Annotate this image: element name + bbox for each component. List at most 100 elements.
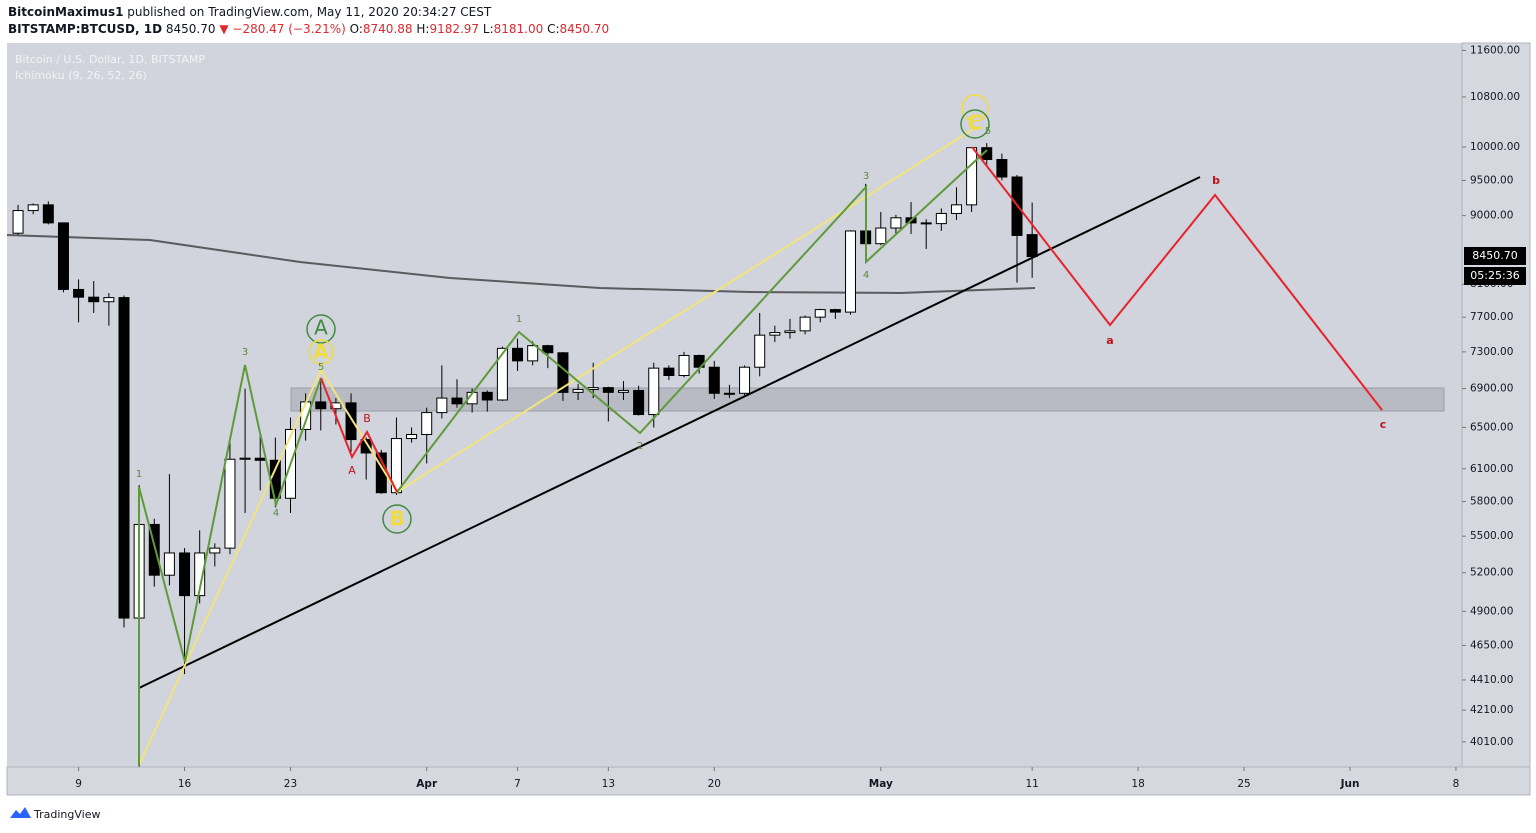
circle <box>306 314 336 344</box>
candle-body <box>527 345 539 362</box>
candle-body <box>360 439 372 454</box>
candle-body <box>163 552 175 576</box>
indicator: Ichimoku (9, 26, 52, 26) <box>15 69 147 82</box>
projection-red <box>971 146 1383 411</box>
candle-body <box>406 433 418 440</box>
wave-yellow <box>138 127 976 766</box>
x-tick-label: 7 <box>514 778 521 790</box>
wave-label: b <box>1212 174 1220 187</box>
countdown-box <box>1464 267 1526 285</box>
header-line: BitcoinMaximus1 published on TradingView… <box>8 5 492 19</box>
candle-body <box>723 392 735 395</box>
candle-body <box>890 217 902 229</box>
x-tick-label: 25 <box>1237 778 1250 790</box>
wave-label: B <box>389 507 404 531</box>
wave-label: 5 <box>985 126 991 137</box>
candle-body <box>88 296 100 303</box>
candle-body <box>542 345 554 354</box>
ohlc-label: O: <box>350 22 363 36</box>
candle-body <box>481 391 493 401</box>
y-tick-label: 6500.00 <box>1470 421 1513 433</box>
y-tick-label: 4900.00 <box>1470 605 1513 617</box>
y-tick-label: 7300.00 <box>1470 346 1513 358</box>
candles <box>12 143 1038 767</box>
candle-body <box>209 547 221 554</box>
x-tick-label: 18 <box>1131 778 1144 790</box>
y-tick-label: 10800.00 <box>1470 91 1520 103</box>
author: BitcoinMaximus1 <box>8 5 123 19</box>
countdown: 05:25:36 <box>1470 269 1519 282</box>
candle-body <box>602 387 614 393</box>
wave-green <box>396 149 988 493</box>
candle-body <box>421 412 433 435</box>
y-tick-label: 9000.00 <box>1470 210 1513 222</box>
price-box <box>1464 247 1526 265</box>
candle-body <box>784 330 796 334</box>
candle-body <box>754 334 766 368</box>
circle <box>960 109 990 139</box>
ichimoku-line <box>6 234 1036 295</box>
y-tick-label: 6100.00 <box>1470 463 1513 475</box>
candle-body <box>451 397 463 405</box>
candle-body <box>920 222 932 225</box>
candle-body <box>1026 234 1038 258</box>
candle-body <box>57 222 69 290</box>
candle-body <box>436 397 448 414</box>
candle-body <box>42 204 54 224</box>
ohlc-value: 8450.70 <box>560 22 610 36</box>
candle-body <box>345 402 357 441</box>
y-tick-label: 10000.00 <box>1470 141 1520 153</box>
candle-body <box>617 389 629 393</box>
published: published on TradingView.com, May 11, 20… <box>127 5 492 19</box>
candle-body <box>27 204 39 212</box>
time-axis <box>6 766 1531 796</box>
wave-label: 4 <box>863 270 869 281</box>
symbol: BITSTAMP:BTCUSD, 1D <box>8 22 162 36</box>
candle-body <box>769 332 781 336</box>
candle-body <box>269 459 281 499</box>
x-tick-label: Jun <box>1340 778 1360 790</box>
candle-body <box>935 212 947 225</box>
ohlc-value: 8740.88 <box>363 22 413 36</box>
x-tick-label: 16 <box>178 778 192 790</box>
candle-body <box>875 227 887 245</box>
circle <box>961 94 989 122</box>
candle-body <box>512 347 524 362</box>
change: ▼ −280.47 (−3.21%) <box>219 22 345 36</box>
y-tick-label: 9500.00 <box>1470 174 1513 186</box>
wave-label: 5 <box>318 362 324 373</box>
candle-body <box>587 387 599 391</box>
x-tick-label: 23 <box>284 778 297 790</box>
wave-label: B <box>363 412 371 425</box>
wave-red <box>320 377 398 493</box>
x-tick-label: Apr <box>416 778 438 790</box>
y-tick-label: 7700.00 <box>1470 311 1513 323</box>
y-tick-label: 4010.00 <box>1470 736 1513 748</box>
chart-title: Bitcoin / U.S. Dollar, 1D, BITSTAMP <box>15 53 205 66</box>
candle-body <box>829 309 841 313</box>
logo <box>10 807 31 818</box>
y-tick-label: 5500.00 <box>1470 530 1513 542</box>
candle-body <box>300 401 312 430</box>
candle-body <box>572 389 584 393</box>
candle-body <box>148 523 160 576</box>
x-tick-label: 11 <box>1025 778 1038 790</box>
candle-body <box>315 401 327 410</box>
trendline <box>138 176 1201 689</box>
wave-label: 4 <box>273 508 279 519</box>
candle-body <box>678 354 690 376</box>
price-axis <box>1461 42 1531 768</box>
wave-label: 3 <box>242 347 248 358</box>
wave-label: A <box>313 340 329 364</box>
support-zone <box>290 387 1445 412</box>
y-tick-label: 11600.00 <box>1470 44 1520 56</box>
candle-body <box>814 309 826 318</box>
candle-body <box>496 347 508 401</box>
ohlc-label: C: <box>547 22 559 36</box>
candle-body <box>799 316 811 332</box>
symbol-line: BITSTAMP:BTCUSD, 1D 8450.70 ▼ −280.47 (−… <box>8 22 609 36</box>
candle-body <box>996 159 1008 178</box>
candle-body <box>73 288 85 298</box>
ohlc-label: H: <box>416 22 429 36</box>
